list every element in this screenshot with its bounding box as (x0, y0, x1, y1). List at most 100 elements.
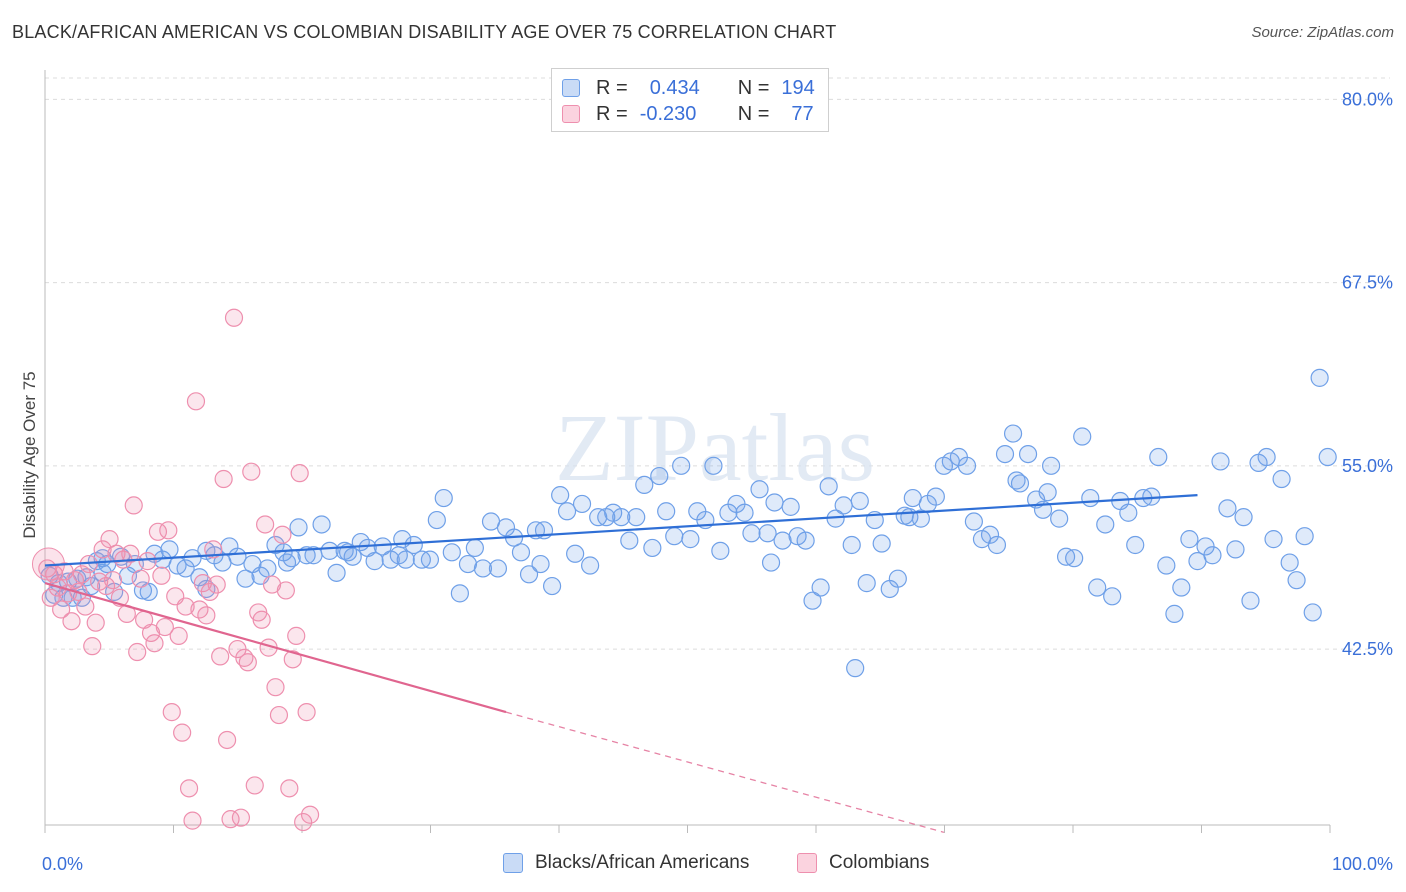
data-point (277, 553, 297, 572)
data-point (842, 535, 861, 555)
data-point (327, 563, 346, 582)
data-point (442, 543, 461, 562)
data-point (290, 464, 309, 483)
data-point (1042, 456, 1061, 475)
data-point (256, 515, 275, 534)
data-point (1073, 427, 1092, 446)
data-point (531, 554, 550, 574)
data-point (1287, 571, 1306, 590)
x-tick-label: 100.0% (1332, 854, 1393, 874)
data-point (207, 575, 226, 594)
data-point (964, 512, 983, 531)
data-point (258, 559, 277, 578)
legend-r-label: R = (596, 76, 628, 99)
data-point (365, 552, 384, 571)
data-point (465, 538, 484, 558)
data-point (139, 582, 158, 602)
data-point (160, 540, 179, 559)
data-point (796, 531, 815, 550)
data-point (183, 811, 202, 830)
data-point (711, 541, 730, 560)
data-point (1018, 444, 1038, 464)
legend-swatch-blacks (562, 79, 580, 97)
y-tick-label: 67.5% (1342, 273, 1393, 293)
data-point (86, 613, 105, 632)
data-point (1103, 587, 1122, 606)
legend-r-value: 0.434 (649, 76, 700, 99)
data-point (396, 550, 415, 569)
data-point (1007, 471, 1026, 490)
data-point (926, 487, 945, 506)
data-point (131, 569, 150, 588)
data-point (236, 569, 255, 588)
data-point (911, 509, 930, 528)
data-point (1050, 509, 1069, 528)
data-point (735, 503, 754, 522)
data-point (1310, 368, 1329, 387)
legend-n-value: 77 (791, 102, 814, 125)
data-point (1172, 578, 1191, 597)
data-point (761, 553, 781, 572)
data-point (176, 559, 195, 578)
data-point (121, 544, 140, 563)
data-point (100, 530, 119, 549)
data-point (635, 475, 654, 494)
tick-labels: 42.5% 55.0% 67.5% 80.0% 0.0% 100.0% (42, 89, 1393, 874)
data-point (566, 544, 585, 563)
data-point (781, 497, 800, 516)
data-point (657, 502, 676, 521)
data-point (620, 531, 639, 550)
data-point (888, 569, 907, 588)
data-point (1203, 546, 1222, 565)
data-point (228, 547, 247, 566)
data-point (1081, 488, 1100, 508)
data-point (1234, 508, 1253, 527)
data-point (280, 779, 299, 798)
data-point (179, 779, 199, 798)
data-point (581, 556, 600, 575)
trend-line-blacks (44, 494, 1198, 567)
data-point (1272, 469, 1291, 489)
data-point (273, 525, 292, 544)
data-point (1088, 578, 1107, 597)
data-point (987, 535, 1007, 555)
correlation-legend: R = 0.434 N = 194 R = -0.230 N = 77 (551, 68, 829, 132)
data-point (488, 559, 508, 578)
data-point (1003, 424, 1023, 443)
data-point (266, 678, 285, 697)
data-point (850, 491, 869, 511)
data-point (1257, 447, 1276, 467)
data-point (1241, 591, 1260, 610)
data-point (427, 510, 446, 530)
data-point (672, 456, 691, 475)
data-point (1096, 515, 1115, 534)
data-point (643, 538, 662, 558)
data-point (200, 582, 219, 602)
data-point (312, 515, 331, 534)
data-point (458, 554, 478, 574)
data-point (1165, 604, 1184, 623)
data-point (681, 530, 700, 549)
data-point (704, 456, 723, 475)
data-point (103, 571, 123, 590)
data-point (138, 552, 157, 571)
data-point (231, 808, 251, 827)
data-point (128, 642, 147, 662)
data-point (872, 534, 891, 553)
data-point (1157, 556, 1176, 575)
data-point (242, 462, 261, 481)
data-point (995, 444, 1015, 464)
data-point (197, 579, 216, 599)
data-point (83, 637, 102, 656)
data-point (627, 508, 646, 527)
data-point (155, 617, 174, 637)
legend-row-colombians: R = -0.230 N = 77 (562, 101, 814, 127)
data-point (1295, 527, 1314, 546)
data-point (1119, 503, 1138, 522)
data-point (1065, 549, 1084, 568)
data-point (283, 650, 302, 669)
bottom-legend-swatch-colombians (797, 853, 817, 873)
data-point (420, 550, 440, 569)
data-point (542, 576, 562, 596)
